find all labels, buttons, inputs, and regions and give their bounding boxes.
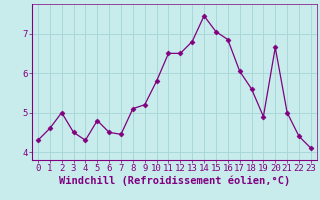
X-axis label: Windchill (Refroidissement éolien,°C): Windchill (Refroidissement éolien,°C) (59, 176, 290, 186)
